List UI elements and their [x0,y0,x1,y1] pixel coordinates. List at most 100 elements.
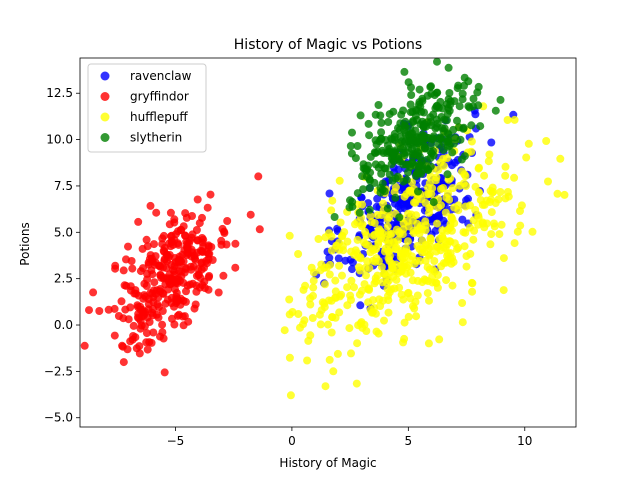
data-point-hufflepuff [347,276,356,285]
data-point-slytherin [436,133,445,142]
data-point-gryffindor [142,235,151,244]
data-point-hufflepuff [392,225,401,234]
data-point-gryffindor [156,332,164,341]
data-point-slytherin [377,134,386,143]
data-point-gryffindor [142,282,151,290]
data-point-gryffindor [198,213,206,222]
data-point-slytherin [432,102,441,111]
data-point-hufflepuff [413,219,422,228]
data-point-hufflepuff [488,183,497,192]
data-point-slytherin [362,172,371,181]
data-point-slytherin [377,118,386,127]
data-point-hufflepuff [439,259,448,268]
data-point-hufflepuff [437,185,445,193]
data-point-slytherin [460,81,468,90]
data-point-slytherin [453,84,462,93]
data-point-gryffindor [85,306,93,315]
y-tick-label: −5.0 [44,411,73,425]
data-point-hufflepuff [324,320,332,329]
y-tick-label: 12.5 [46,86,73,100]
data-point-slytherin [409,117,417,125]
data-point-slytherin [434,140,443,149]
data-point-hufflepuff [317,260,326,269]
data-point-slytherin [496,95,505,104]
data-point-gryffindor [179,257,188,266]
data-point-hufflepuff [443,252,452,260]
data-point-gryffindor [188,279,197,288]
data-point-hufflepuff [379,269,388,278]
data-point-hufflepuff [288,308,297,316]
data-point-hufflepuff [389,272,398,281]
data-point-hufflepuff [496,188,505,196]
data-point-hufflepuff [383,215,392,224]
data-point-ravenclaw [325,253,334,262]
data-point-hufflepuff [325,270,334,279]
data-point-gryffindor [217,240,226,249]
y-tick-label: 5.0 [54,225,73,239]
data-point-slytherin [377,128,386,137]
data-point-gryffindor [156,285,165,293]
data-point-gryffindor [134,217,143,226]
axes-layer: −5 0 5 10 −5.0 −2.5 0.0 2.5 5.0 7.5 10.0 12.5 [44,57,577,448]
data-point-hufflepuff [427,189,436,198]
data-point-slytherin [423,91,432,100]
y-tick-label: −2.5 [44,364,73,378]
data-point-ravenclaw [373,194,382,203]
data-point-gryffindor [127,257,136,265]
data-point-gryffindor [111,264,120,273]
data-point-slytherin [460,152,469,161]
data-point-gryffindor [80,341,89,350]
data-point-slytherin [445,89,454,97]
data-point-hufflepuff [398,262,407,271]
data-point-ravenclaw [439,216,448,225]
x-tick-label: 5 [405,434,413,448]
data-point-hufflepuff [430,257,439,265]
data-point-hufflepuff [426,234,435,243]
data-point-hufflepuff [486,240,495,249]
data-point-gryffindor [118,342,127,351]
data-point-slytherin [474,82,483,91]
data-point-hufflepuff [433,271,442,279]
data-point-gryffindor [170,302,178,311]
data-point-hufflepuff [400,192,409,201]
data-point-hufflepuff [433,219,442,228]
data-point-gryffindor [151,252,160,261]
data-point-hufflepuff [400,318,409,327]
data-point-hufflepuff [372,254,381,263]
y-tick-label: 10.0 [46,133,73,147]
data-point-hufflepuff [469,235,478,244]
data-point-slytherin [401,117,410,126]
data-point-hufflepuff [380,316,388,325]
data-point-ravenclaw [458,215,467,224]
data-point-slytherin [420,108,428,117]
data-point-hufflepuff [367,218,376,226]
data-point-gryffindor [95,307,104,315]
points-layer [80,57,569,400]
data-point-hufflepuff [516,207,524,215]
y-tick-label: 7.5 [54,179,73,193]
data-point-hufflepuff [371,274,380,283]
plot-frame [79,57,577,428]
data-point-hufflepuff [321,382,330,391]
data-point-slytherin [406,100,415,109]
data-point-hufflepuff [400,334,409,343]
data-point-hufflepuff [423,289,432,298]
data-point-slytherin [432,115,441,124]
data-point-slytherin [346,142,355,150]
data-point-hufflepuff [441,244,450,253]
data-point-slytherin [359,185,368,194]
data-point-hufflepuff [328,313,337,322]
data-point-hufflepuff [448,215,457,224]
data-point-gryffindor [170,218,179,227]
data-point-hufflepuff [433,242,441,251]
data-point-slytherin [445,106,454,115]
data-point-slytherin [458,95,467,104]
data-point-gryffindor [134,291,143,300]
data-point-hufflepuff [402,244,411,253]
data-point-slytherin [448,148,457,157]
data-point-hufflepuff [438,232,447,241]
y-axis-label: Potions [18,222,32,265]
data-point-hufflepuff [524,139,533,148]
data-point-hufflepuff [384,254,393,263]
data-point-slytherin [400,67,409,76]
